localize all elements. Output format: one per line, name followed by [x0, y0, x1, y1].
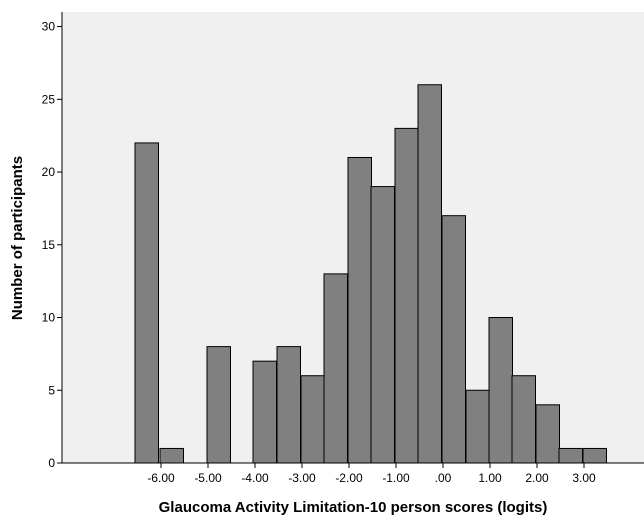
histogram-bar: [511, 375, 536, 464]
histogram-bar: [134, 142, 159, 464]
x-tick-label: .00: [435, 471, 452, 485]
histogram-bar: [465, 389, 490, 464]
y-tick-label: 15: [42, 238, 56, 252]
y-tick-label: 0: [48, 456, 55, 470]
x-tick-label: -4.00: [241, 471, 269, 485]
histogram-bar: [347, 156, 372, 464]
histogram-bar: [206, 346, 231, 464]
histogram-bar: [323, 273, 348, 464]
y-tick-label: 25: [42, 92, 56, 106]
histogram-bar: [370, 186, 395, 464]
x-tick-label: -6.00: [147, 471, 175, 485]
x-tick-label: -2.00: [335, 471, 363, 485]
histogram-bar: [276, 346, 301, 464]
x-tick-label: -3.00: [288, 471, 316, 485]
x-axis-ticks: -6.00 -5.00 -4.00 -3.00 -2.00 -1.00 .00 1.00 2.0…: [147, 463, 596, 485]
histogram-bar: [558, 447, 583, 464]
y-tick-label: 20: [42, 165, 56, 179]
x-axis-title: Glaucoma Activity Limitation-10 person s…: [159, 499, 548, 516]
histogram-bar: [300, 375, 325, 464]
x-tick-label: 2.00: [525, 471, 549, 485]
y-tick-label: 30: [42, 20, 56, 34]
y-axis-title: Number of participants: [9, 156, 26, 320]
y-tick-label: 10: [42, 311, 56, 325]
y-tick-label: 5: [48, 383, 55, 397]
histogram-bar: [582, 447, 607, 464]
x-tick-label: 1.00: [478, 471, 502, 485]
histogram-bar: [417, 84, 442, 464]
histogram-bar: [159, 447, 184, 464]
histogram-bar: [252, 360, 277, 464]
histogram-bar: [488, 317, 513, 464]
histogram-bar: [441, 215, 466, 464]
x-tick-label: 3.00: [572, 471, 596, 485]
y-axis-ticks: 0 5 10 15 20 25 30: [42, 20, 62, 470]
histogram-bar: [535, 404, 560, 464]
x-tick-label: -5.00: [194, 471, 222, 485]
x-tick-label: -1.00: [382, 471, 410, 485]
histogram-bar: [394, 127, 419, 464]
histogram-bars: [134, 84, 607, 464]
